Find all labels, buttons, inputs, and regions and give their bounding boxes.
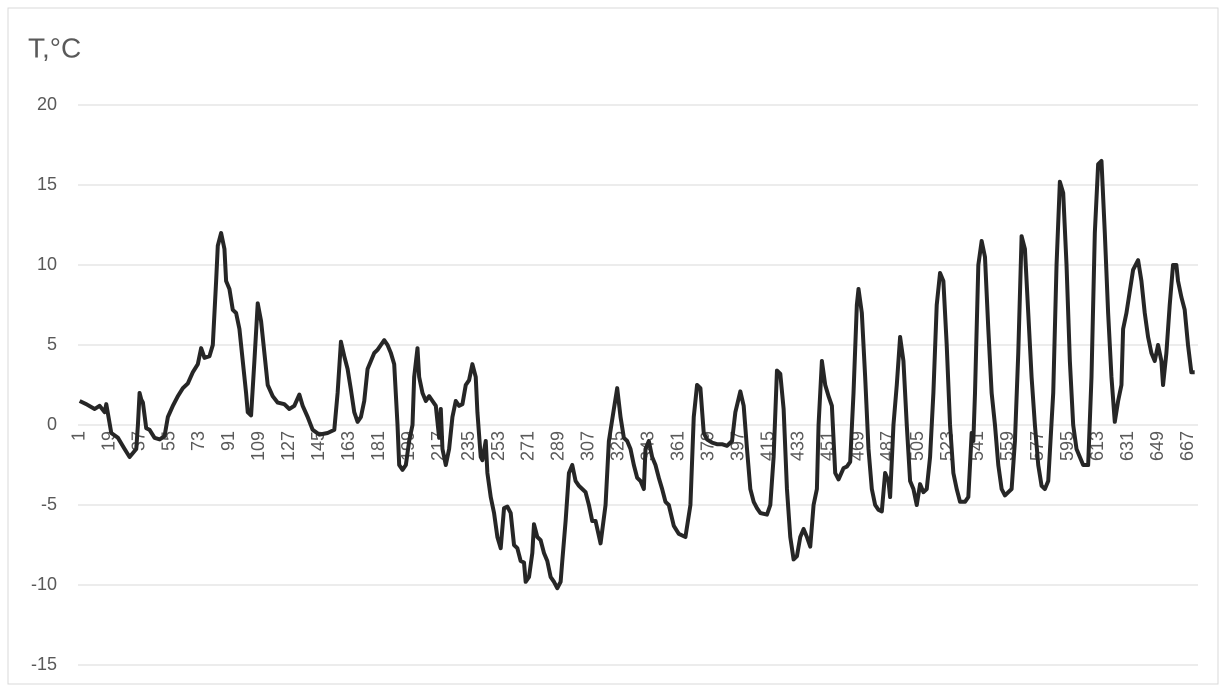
x-tick-label: 649 <box>1147 431 1167 461</box>
data-line <box>78 159 1195 591</box>
x-tick-label: 667 <box>1177 431 1197 461</box>
x-tick-label: 631 <box>1117 431 1137 461</box>
x-tick-label: 505 <box>907 431 927 461</box>
y-tick-label: -15 <box>31 654 57 674</box>
x-tick-label: 379 <box>697 431 717 461</box>
x-tick-label: 127 <box>278 431 298 461</box>
y-tick-label: -5 <box>41 494 57 514</box>
x-tick-label: 613 <box>1087 431 1107 461</box>
x-tick-label: 109 <box>248 431 268 461</box>
chart-title: T,°C <box>28 32 81 63</box>
y-tick-label: 15 <box>37 174 57 194</box>
y-tick-label: 5 <box>47 334 57 354</box>
x-tick-label: 307 <box>578 431 598 461</box>
chart-border <box>7 7 1219 685</box>
x-tick-label: 235 <box>458 431 478 461</box>
x-tick-label: 181 <box>368 431 388 461</box>
y-tick-label: 20 <box>37 94 57 114</box>
x-tick-label: 271 <box>518 431 538 461</box>
y-tick-label: -10 <box>31 574 57 594</box>
x-tick-label: 595 <box>1057 431 1077 461</box>
x-tick-label: 145 <box>308 431 328 461</box>
x-tick-label: 559 <box>997 431 1017 461</box>
x-tick-label: 91 <box>218 431 238 451</box>
x-tick-label: 253 <box>488 431 508 461</box>
x-tick-label: 1 <box>68 431 88 441</box>
x-tick-label: 163 <box>338 431 358 461</box>
y-tick-label: 0 <box>47 414 57 434</box>
y-tick-label: 10 <box>37 254 57 274</box>
x-tick-label: 55 <box>158 431 178 451</box>
x-tick-label: 73 <box>188 431 208 451</box>
x-tick-label: 433 <box>787 431 807 461</box>
x-tick-label: 361 <box>668 431 688 461</box>
x-tick-label: 289 <box>548 431 568 461</box>
